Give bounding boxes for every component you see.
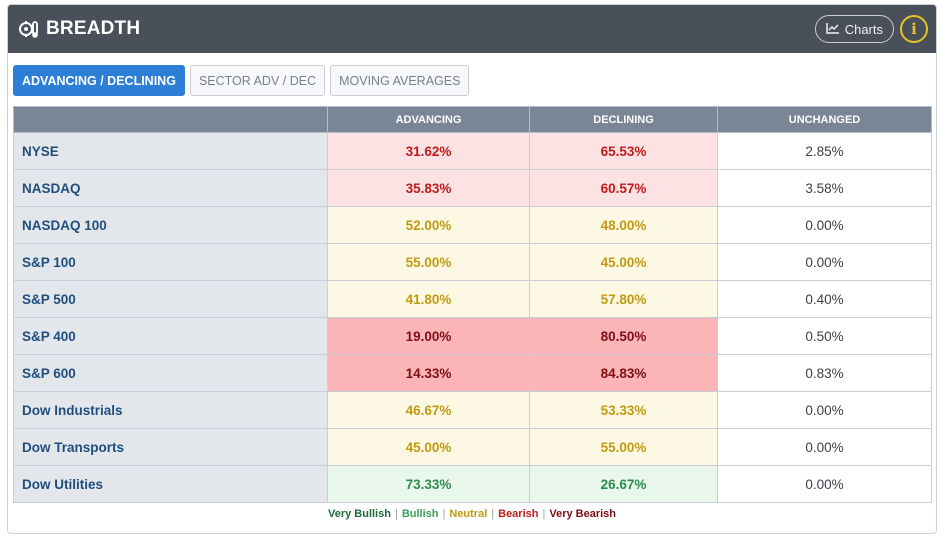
row-label: S&P 600: [13, 354, 328, 392]
unchanged-value: 0.00%: [717, 391, 932, 429]
advancing-value: 45.00%: [327, 428, 530, 466]
tab-bar: ADVANCING / DECLINING SECTOR ADV / DEC M…: [8, 53, 936, 101]
table-row: S&P 100 55.00% 45.00% 0.00%: [13, 243, 932, 281]
declining-value: 53.33%: [529, 391, 718, 429]
table-body: NYSE 31.62% 65.53% 2.85% NASDAQ 35.83% 60.57% 3…: [13, 132, 932, 503]
unchanged-value: 0.83%: [717, 354, 932, 392]
advancing-value: 35.83%: [327, 169, 530, 207]
advancing-value: 46.67%: [327, 391, 530, 429]
charts-button[interactable]: Charts: [814, 15, 894, 43]
legend-neutral: Neutral: [449, 508, 488, 520]
table-row: Dow Industrials 46.67% 53.33% 0.00%: [13, 391, 932, 429]
legend-very-bearish: Very Bearish: [549, 508, 616, 520]
line-chart-icon: [825, 22, 840, 37]
advancing-value: 41.80%: [327, 280, 530, 318]
breadth-panel: BREADTH Charts i ADVANCING / DECLINING S…: [7, 4, 937, 534]
sentiment-legend: Very Bullish | Bullish | Neutral | Bearish | Ver…: [327, 508, 616, 520]
declining-value: 84.83%: [529, 354, 718, 392]
row-label: S&P 500: [13, 280, 328, 318]
declining-value: 55.00%: [529, 428, 718, 466]
table-row: Dow Transports 45.00% 55.00% 0.00%: [13, 428, 932, 466]
row-label: S&P 100: [13, 243, 328, 281]
table-row: NYSE 31.62% 65.53% 2.85%: [13, 132, 932, 170]
column-header-index: [13, 106, 328, 133]
table-row: S&P 600 14.33% 84.83% 0.83%: [13, 354, 932, 392]
advancing-value: 73.33%: [327, 465, 530, 503]
table-header-row: ADVANCING DECLINING UNCHANGED: [13, 106, 932, 133]
info-button[interactable]: i: [900, 15, 928, 43]
breadth-gauge-icon: [18, 18, 40, 40]
unchanged-value: 0.00%: [717, 206, 932, 244]
column-header-advancing: ADVANCING: [327, 106, 530, 133]
advancing-value: 14.33%: [327, 354, 530, 392]
declining-value: 65.53%: [529, 132, 718, 170]
row-label: NASDAQ: [13, 169, 328, 207]
unchanged-value: 0.00%: [717, 243, 932, 281]
row-label: Dow Utilities: [13, 465, 328, 503]
declining-value: 26.67%: [529, 465, 718, 503]
tab-moving-averages[interactable]: MOVING AVERAGES: [330, 65, 470, 96]
row-label: S&P 400: [13, 317, 328, 355]
charts-button-label: Charts: [844, 21, 883, 37]
info-icon: i: [911, 20, 917, 38]
declining-value: 60.57%: [529, 169, 718, 207]
tab-advancing-declining[interactable]: ADVANCING / DECLINING: [13, 65, 185, 96]
advancing-value: 52.00%: [327, 206, 530, 244]
table-row: S&P 500 41.80% 57.80% 0.40%: [13, 280, 932, 318]
unchanged-value: 2.85%: [717, 132, 932, 170]
unchanged-value: 3.58%: [717, 169, 932, 207]
table-row: Dow Utilities 73.33% 26.67% 0.00%: [13, 465, 932, 503]
legend-bearish: Bearish: [498, 508, 539, 520]
advancing-value: 55.00%: [327, 243, 530, 281]
declining-value: 57.80%: [529, 280, 718, 318]
tab-sector-adv-dec[interactable]: SECTOR ADV / DEC: [189, 65, 326, 96]
advancing-value: 31.62%: [327, 132, 530, 170]
table-row: NASDAQ 100 52.00% 48.00% 0.00%: [13, 206, 932, 244]
column-header-declining: DECLINING: [529, 106, 718, 133]
legend-bullish: Bullish: [401, 508, 439, 520]
panel-title: BREADTH: [46, 18, 141, 39]
row-label: NYSE: [13, 132, 328, 170]
unchanged-value: 0.40%: [717, 280, 932, 318]
declining-value: 48.00%: [529, 206, 718, 244]
unchanged-value: 0.50%: [717, 317, 932, 355]
table-row: NASDAQ 35.83% 60.57% 3.58%: [13, 169, 932, 207]
unchanged-value: 0.00%: [717, 428, 932, 466]
breadth-table: ADVANCING DECLINING UNCHANGED NYSE 31.62%…: [13, 106, 932, 503]
advancing-value: 19.00%: [327, 317, 530, 355]
row-label: NASDAQ 100: [13, 206, 328, 244]
table-row: S&P 400 19.00% 80.50% 0.50%: [13, 317, 932, 355]
panel-header: BREADTH Charts i: [8, 5, 936, 53]
legend-very-bullish: Very Bullish: [327, 508, 391, 520]
column-header-unchanged: UNCHANGED: [717, 106, 932, 133]
declining-value: 45.00%: [529, 243, 718, 281]
declining-value: 80.50%: [529, 317, 718, 355]
row-label: Dow Transports: [13, 428, 328, 466]
row-label: Dow Industrials: [13, 391, 328, 429]
unchanged-value: 0.00%: [717, 465, 932, 503]
